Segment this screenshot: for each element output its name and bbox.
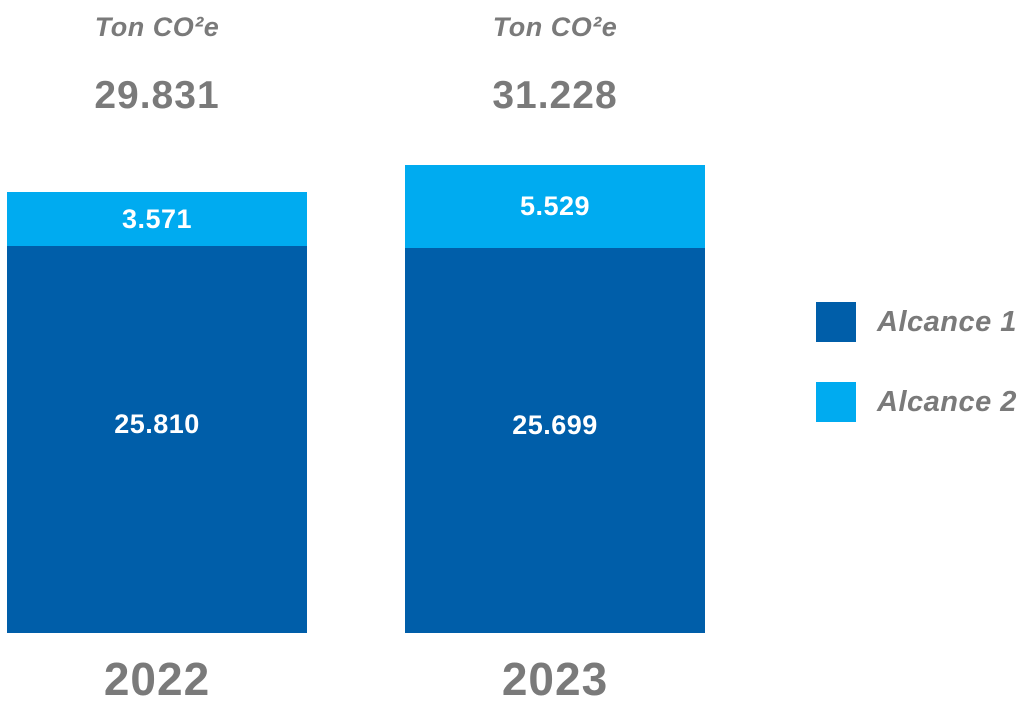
- total-value-2022: 29.831: [94, 74, 220, 117]
- bar-group-2023: Ton CO²e 31.228 5.529 25.699 2023: [405, 0, 705, 715]
- category-label-2023: 2023: [501, 653, 609, 705]
- segment-value-label: 5.529: [519, 191, 591, 221]
- stacked-bar-2023: 5.529 25.699: [405, 165, 705, 633]
- bar-segment-alcance1-2023: 25.699: [405, 248, 705, 633]
- legend-item-alcance2: Alcance 2: [816, 382, 1017, 422]
- bar-segment-alcance1-2022: 25.810: [7, 246, 307, 633]
- category-label-2022: 2022: [103, 653, 211, 705]
- bar-segment-alcance2-2023: 5.529: [405, 165, 705, 248]
- total-value-2023: 31.228: [492, 74, 618, 117]
- unit-label-2023: Ton CO²e: [492, 12, 618, 42]
- segment-value-label: 25.810: [114, 409, 200, 439]
- segment-value-label: 25.699: [512, 410, 598, 440]
- legend: Alcance 1 Alcance 2: [816, 302, 1017, 462]
- legend-swatch-alcance1: [816, 302, 856, 342]
- bar-segment-alcance2-2022: 3.571: [7, 192, 307, 246]
- stacked-bar-2022: 3.571 25.810: [7, 192, 307, 633]
- legend-label-alcance1: Alcance 1: [877, 305, 1017, 338]
- unit-label-2022: Ton CO²e: [94, 12, 220, 42]
- legend-swatch-alcance2: [816, 382, 856, 422]
- legend-item-alcance1: Alcance 1: [816, 302, 1017, 342]
- segment-value-label: 3.571: [121, 203, 193, 234]
- legend-label-alcance2: Alcance 2: [877, 385, 1017, 418]
- bar-group-2022: Ton CO²e 29.831 3.571 25.810 2022: [7, 0, 307, 715]
